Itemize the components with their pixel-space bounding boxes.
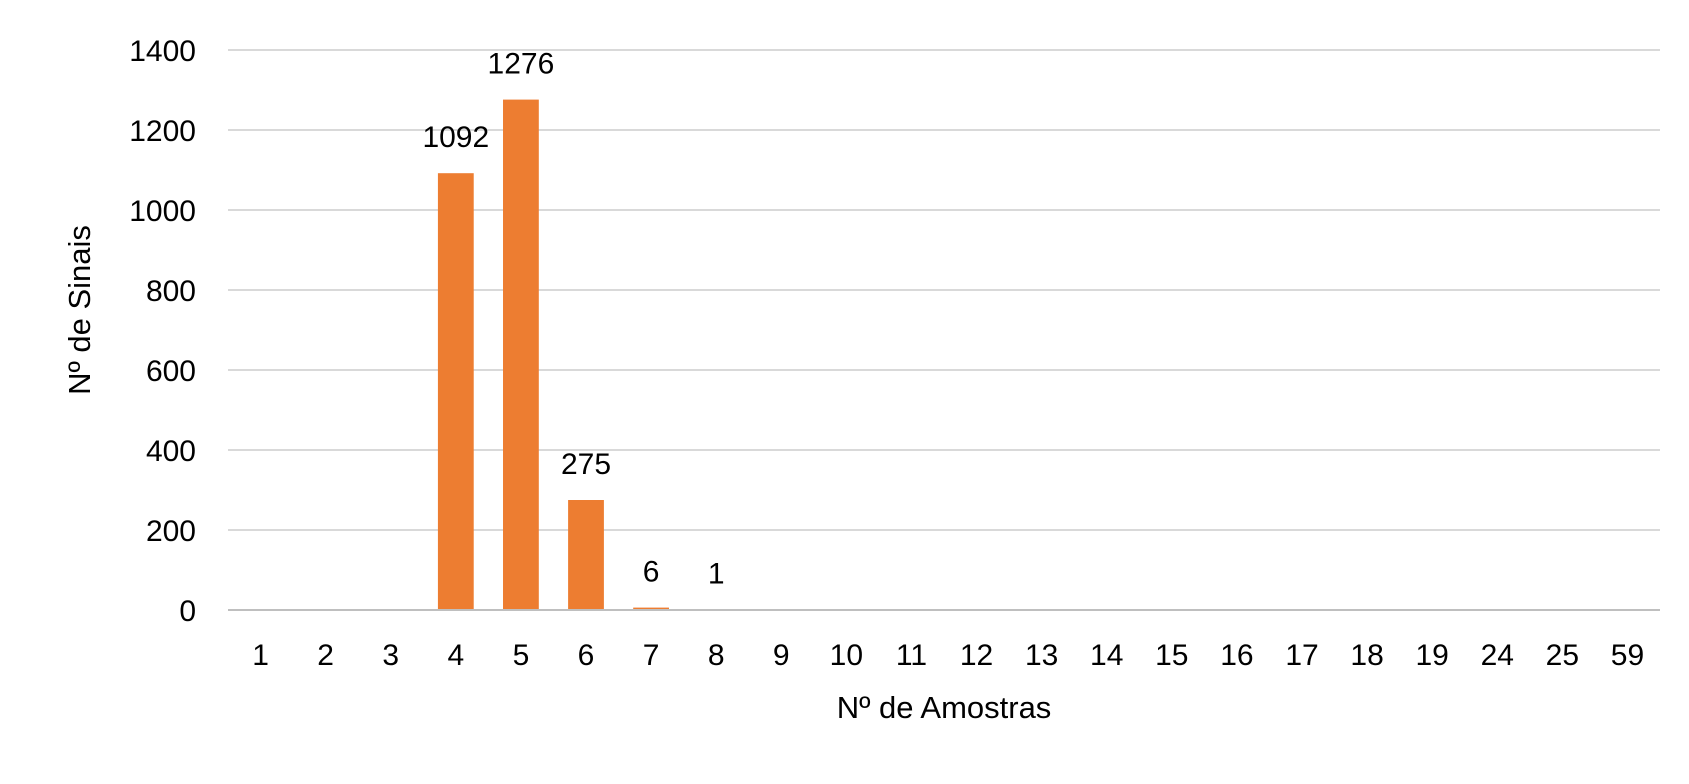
x-tick-label: 7: [643, 639, 660, 672]
x-tick-label: 15: [1155, 639, 1188, 672]
bar: [568, 500, 604, 610]
y-tick-label: 600: [146, 355, 196, 388]
x-tick-label: 6: [578, 639, 595, 672]
bars: [438, 100, 734, 610]
y-axis-title: Nº de Sinais: [62, 225, 97, 395]
x-tick-label: 19: [1415, 639, 1448, 672]
y-tick-label: 400: [146, 435, 196, 468]
x-tick-label: 18: [1350, 639, 1383, 672]
bar: [503, 100, 539, 610]
data-label: 275: [561, 448, 611, 481]
x-tick-label: 24: [1481, 639, 1514, 672]
x-tick-label: 10: [830, 639, 863, 672]
y-tick-label: 200: [146, 515, 196, 548]
x-tick-label: 4: [447, 639, 464, 672]
x-tick-label: 17: [1285, 639, 1318, 672]
data-label: 1276: [488, 48, 555, 81]
y-tick-label: 1400: [129, 35, 196, 68]
y-tick-label: 1200: [129, 115, 196, 148]
bar: [438, 173, 474, 610]
x-axis-title: Nº de Amostras: [837, 690, 1052, 725]
y-tick-label: 1000: [129, 195, 196, 228]
x-tick-label: 2: [317, 639, 334, 672]
x-tick-label: 25: [1546, 639, 1579, 672]
x-tick-label: 59: [1611, 639, 1644, 672]
y-tick-label: 800: [146, 275, 196, 308]
x-tick-label: 12: [960, 639, 993, 672]
data-label: 1092: [422, 121, 489, 154]
x-tick-label: 13: [1025, 639, 1058, 672]
y-tick-label: 0: [179, 595, 196, 628]
data-label: 1: [708, 558, 725, 591]
x-tick-label: 3: [382, 639, 399, 672]
x-tick-label: 14: [1090, 639, 1123, 672]
x-tick-label: 16: [1220, 639, 1253, 672]
x-tick-label: 5: [513, 639, 530, 672]
data-label: 6: [643, 556, 660, 589]
x-tick-label: 9: [773, 639, 790, 672]
x-tick-label: 8: [708, 639, 725, 672]
x-tick-label: 11: [896, 639, 927, 672]
x-tick-label: 1: [252, 639, 269, 672]
